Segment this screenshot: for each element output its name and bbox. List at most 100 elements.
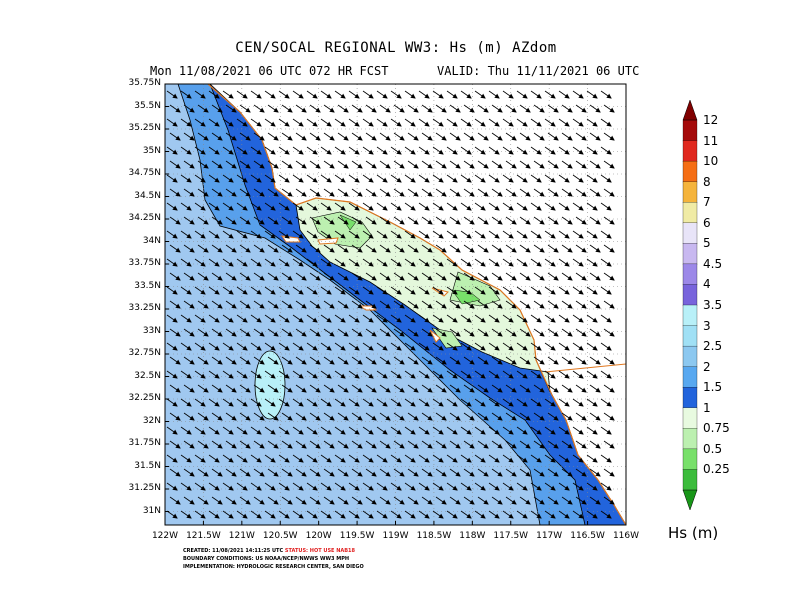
wave-arrow [572, 398, 584, 407]
wave-arrow [393, 300, 405, 309]
wave-arrow [393, 244, 405, 253]
wave-arrow [586, 370, 598, 379]
wave-arrow [197, 216, 209, 225]
wave-arrow [292, 118, 304, 127]
wave-arrow [393, 132, 405, 141]
wave-arrow [589, 440, 601, 449]
wave-arrow [376, 202, 388, 211]
wave-arrow [180, 510, 192, 519]
wave-arrow [337, 188, 349, 197]
wave-arrow [502, 314, 514, 323]
wave-arrow [208, 370, 220, 379]
axis-ticks [164, 83, 627, 525]
wave-arrow [180, 286, 192, 295]
lon-label: 121W [228, 531, 255, 541]
wave-arrow [407, 468, 419, 477]
wave-arrow [516, 146, 528, 155]
colorbar-swatch [682, 119, 698, 142]
wave-arrow [600, 342, 612, 351]
wave-arrow [267, 244, 279, 253]
wave-arrow [544, 510, 556, 519]
wave-arrow [533, 244, 545, 253]
wave-arrow [208, 482, 220, 491]
wave-arrow [460, 286, 472, 295]
wave-arrow [211, 440, 223, 449]
wave-arrow [463, 188, 475, 197]
wave-arrow [239, 216, 251, 225]
wave-arrow [519, 384, 531, 393]
wave-arrow [225, 412, 237, 421]
wave-arrow [376, 510, 388, 519]
wave-arrow [351, 356, 363, 365]
wave-arrow [477, 300, 489, 309]
wave-arrow [558, 286, 570, 295]
wave-arrow [180, 482, 192, 491]
wave-arrow [292, 510, 304, 519]
wave-arrow [544, 370, 556, 379]
wave-arrow [407, 412, 419, 421]
wave-arrow [208, 202, 220, 211]
wave-arrow [264, 202, 276, 211]
wave-arrow [292, 258, 304, 267]
wave-arrow [281, 384, 293, 393]
wave-arrow [460, 118, 472, 127]
wave-arrow [295, 244, 307, 253]
wave-arrow [222, 314, 234, 323]
lon-label: 121.5W [186, 531, 221, 541]
wave-arrow [194, 482, 206, 491]
wave-arrow [544, 286, 556, 295]
wave-arrow [558, 510, 570, 519]
wave-arrow [488, 426, 500, 435]
wave-arrow [460, 146, 472, 155]
wave-arrow [519, 160, 531, 169]
wave-arrow [516, 258, 528, 267]
wave-arrow [267, 412, 279, 421]
wave-arrow [516, 174, 528, 183]
colorbar-label: 5 [703, 236, 711, 251]
wave-arrow [376, 398, 388, 407]
wave-arrow [222, 258, 234, 267]
wave-arrow [306, 174, 318, 183]
wave-arrow [572, 370, 584, 379]
wave-arrow [530, 510, 542, 519]
wave-arrow [463, 104, 475, 113]
wave-arrow [264, 90, 276, 99]
wave-arrow [530, 174, 542, 183]
wave-arrow [449, 188, 461, 197]
wave-arrow [404, 174, 416, 183]
wave-arrow [519, 496, 531, 505]
wave-direction-arrows [166, 90, 615, 519]
wave-arrow [180, 146, 192, 155]
wave-arrow [239, 328, 251, 337]
wave-arrow [222, 174, 234, 183]
wave-arrow [225, 160, 237, 169]
wave-arrow [225, 384, 237, 393]
wave-arrow [351, 384, 363, 393]
wave-arrow [449, 328, 461, 337]
wave-arrow [376, 230, 388, 239]
wave-arrow [194, 202, 206, 211]
wave-arrow [390, 370, 402, 379]
wave-arrow [586, 426, 598, 435]
wave-arrow [449, 104, 461, 113]
lat-label: 33.25N [128, 303, 162, 313]
wave-arrow [376, 174, 388, 183]
wave-arrow [544, 482, 556, 491]
wave-arrow [194, 230, 206, 239]
wave-arrow [516, 314, 528, 323]
wave-arrow [197, 468, 209, 477]
wave-arrow [505, 188, 517, 197]
wave-arrow [337, 384, 349, 393]
wave-arrow [250, 482, 262, 491]
wave-arrow [533, 104, 545, 113]
colorbar-swatch [682, 222, 698, 244]
wave-arrow [379, 300, 391, 309]
wave-arrow [166, 202, 178, 211]
wave-arrow [295, 300, 307, 309]
wave-arrow [491, 440, 503, 449]
wave-arrow [418, 370, 430, 379]
wave-arrow [502, 510, 514, 519]
wave-arrow [278, 174, 290, 183]
wave-arrow [572, 258, 584, 267]
wave-arrow [323, 496, 335, 505]
